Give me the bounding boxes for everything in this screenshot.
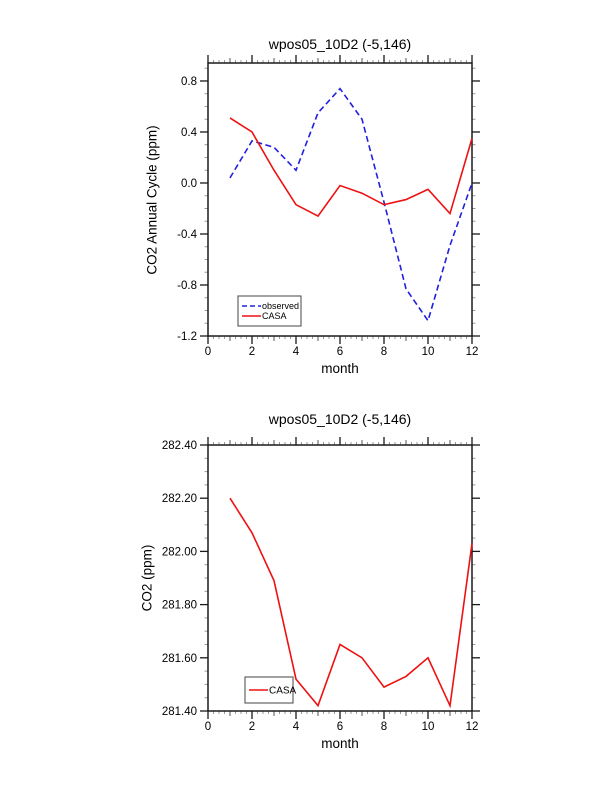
x-axis-ticks: 0 2 4 6 8 10 12	[205, 55, 479, 358]
chart1-title: wpos05_10D2 (-5,146)	[268, 36, 412, 52]
y-axis-ticks: 0.8 0.4 0.0 -0.4 -0.8 -1.2	[177, 67, 480, 343]
legend-box	[237, 295, 302, 327]
plot-frame	[207, 62, 473, 337]
series-observed-line	[229, 87, 473, 323]
y-tick-label: -0.4	[177, 229, 197, 241]
y-tick-label: 282.40	[162, 440, 197, 452]
y-axis-ticks: 282.40 282.20 282.00 281.80 281.60 281.40	[162, 440, 480, 718]
chart-2-plot: 0 2 4 6 8 10 12282.40282.20282.00281.80281.602…	[162, 437, 480, 733]
plot-frame	[207, 444, 473, 712]
y-tick-label: -1.2	[177, 331, 197, 343]
x-tick-label: 12	[466, 721, 479, 733]
y-tick-label: -0.8	[177, 280, 197, 292]
x-tick-label: 12	[466, 346, 479, 358]
x-tick-label: 4	[293, 346, 300, 358]
legend-label-CASA: CASA	[262, 311, 287, 321]
chart1-x-axis-title: month	[321, 361, 359, 376]
x-tick-label: 2	[249, 721, 255, 733]
y-tick-label: 282.00	[162, 546, 197, 558]
x-tick-label: 0	[205, 721, 211, 733]
chart2-title: wpos05_10D2 (-5,146)	[268, 411, 412, 427]
legend-label-CASA: CASA	[269, 686, 297, 697]
x-tick-label: 10	[422, 346, 435, 358]
y-tick-label: 0.4	[181, 127, 198, 139]
y-tick-label: 0.0	[181, 178, 197, 190]
y-tick-label: 0.8	[181, 76, 197, 88]
x-tick-label: 2	[249, 346, 255, 358]
series-CASA-line	[229, 497, 473, 709]
series-CASA-line	[229, 117, 473, 218]
x-tick-label: 4	[293, 721, 300, 733]
x-tick-label: 6	[337, 721, 343, 733]
x-tick-label: 8	[381, 346, 387, 358]
y-tick-label: 282.20	[162, 493, 197, 505]
chart2-x-axis-title: month	[321, 736, 359, 751]
y-tick-label: 281.40	[162, 706, 197, 718]
legend: CASA	[244, 676, 297, 704]
y-tick-label: 281.80	[162, 600, 197, 612]
x-tick-label: 6	[337, 346, 343, 358]
chart-1-plot: 0 2 4 6 8 10 12 0.8 0.4 0.0 -0.4 -0.8 -1.2 observedCA…	[177, 55, 480, 358]
y-tick-label: 281.60	[162, 653, 197, 665]
legend-label-observed: observed	[262, 301, 299, 311]
x-tick-label: 8	[381, 721, 387, 733]
x-tick-label: 10	[422, 721, 435, 733]
x-tick-label: 0	[205, 346, 211, 358]
